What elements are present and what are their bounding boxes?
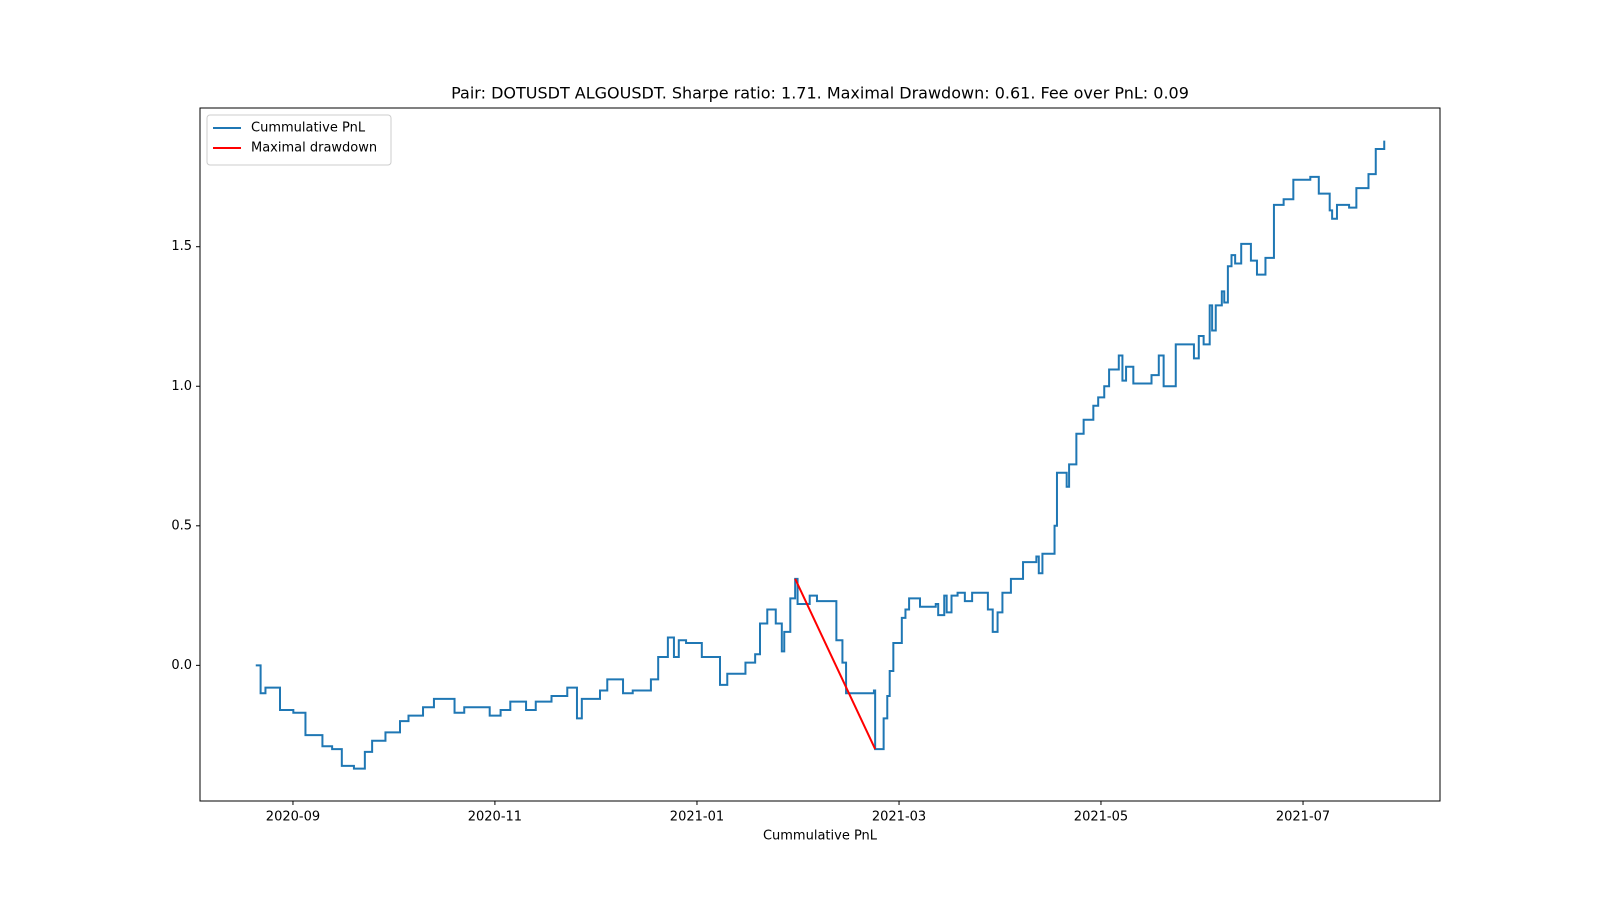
y-tick-label: 0.0 — [171, 658, 192, 673]
x-tick-label: 2021-03 — [872, 810, 926, 825]
x-tick-label: 2021-05 — [1074, 810, 1128, 825]
x-tick-label: 2021-01 — [670, 810, 724, 825]
x-axis-label: Cummulative PnL — [763, 829, 878, 844]
series-line — [794, 578, 877, 750]
legend-label: Cummulative PnL — [251, 121, 366, 136]
y-tick-label: 1.0 — [171, 379, 192, 394]
y-tick-label: 1.5 — [171, 239, 192, 254]
y-tick-label: 0.5 — [171, 518, 192, 533]
legend-label: Maximal drawdown — [251, 141, 377, 156]
x-tick-label: 2020-09 — [266, 810, 320, 825]
x-tick-label: 2020-11 — [468, 810, 522, 825]
x-tick-label: 2021-07 — [1276, 810, 1330, 825]
series-line — [255, 140, 1386, 770]
legend-box — [206, 114, 392, 166]
chart-title: Pair: DOTUSDT ALGOUSDT. Sharpe ratio: 1.… — [451, 84, 1189, 103]
plot-frame — [199, 107, 1441, 802]
